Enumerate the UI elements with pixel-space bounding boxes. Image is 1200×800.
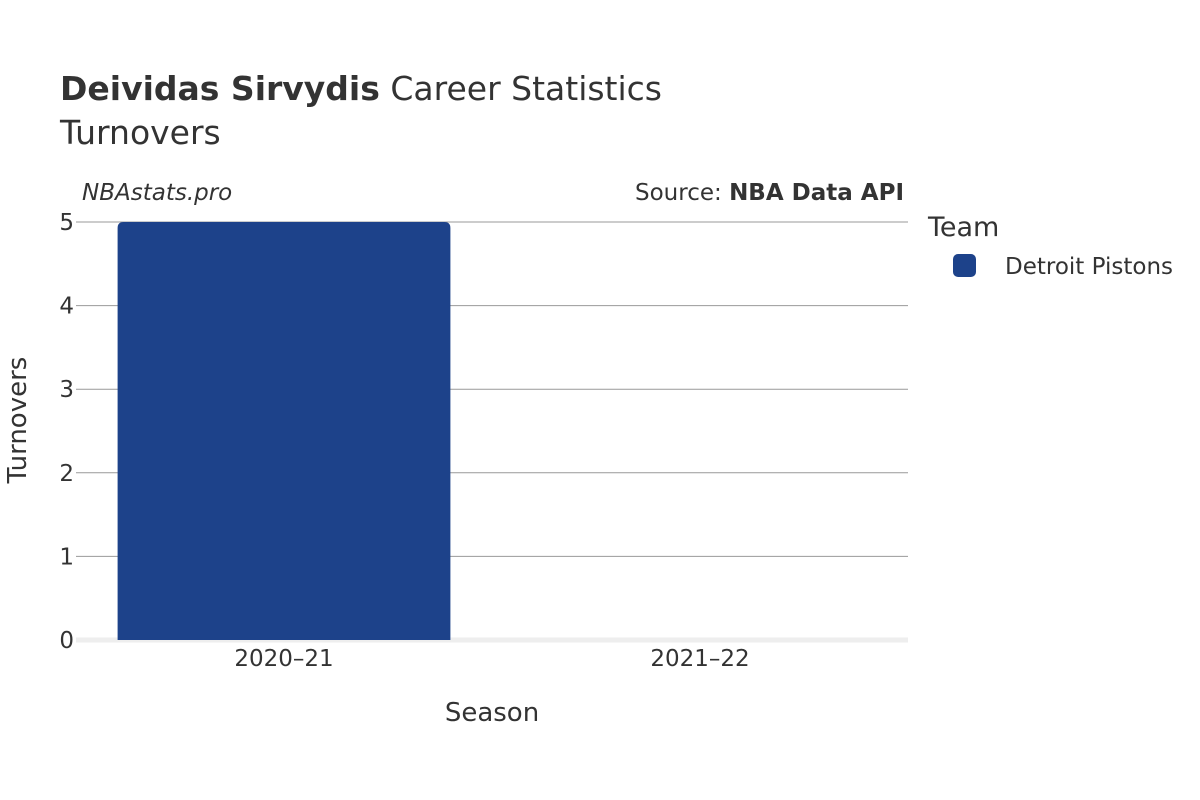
source-name: NBA Data API [729, 180, 904, 206]
y-tick-labels: 0 1 2 3 4 5 [59, 210, 74, 654]
chart-title-player: Deividas Sirvydis [60, 69, 380, 108]
y-tick-label: 4 [59, 294, 74, 320]
y-tick-label: 0 [59, 628, 74, 654]
legend: Detroit Pistons [953, 254, 1173, 280]
bars [117, 222, 451, 640]
source-prefix: Source: [635, 180, 729, 206]
chart-title: Deividas Sirvydis Career Statistics [60, 69, 662, 108]
y-tick-label: 2 [59, 461, 74, 487]
x-tick-label: 2021–22 [650, 646, 749, 672]
site-credit: NBAstats.pro [82, 180, 232, 206]
x-tick-label: 2020–21 [234, 646, 333, 672]
source-credit: Source: NBA Data API [635, 180, 904, 206]
bar-2020–21[interactable] [117, 222, 451, 640]
y-tick-label: 1 [59, 544, 74, 570]
x-axis-title: Season [445, 698, 539, 728]
legend-label[interactable]: Detroit Pistons [1005, 254, 1173, 280]
legend-title: Team [927, 212, 999, 243]
y-axis-title: Turnovers [3, 357, 33, 485]
y-tick-label: 5 [59, 210, 74, 236]
chart-subtitle: Turnovers [59, 113, 221, 152]
chart-title-rest: Career Statistics [380, 69, 662, 108]
legend-swatch[interactable] [953, 254, 976, 277]
x-tick-labels: 2020–21 2021–22 [234, 646, 749, 672]
y-tick-label: 3 [59, 377, 74, 403]
